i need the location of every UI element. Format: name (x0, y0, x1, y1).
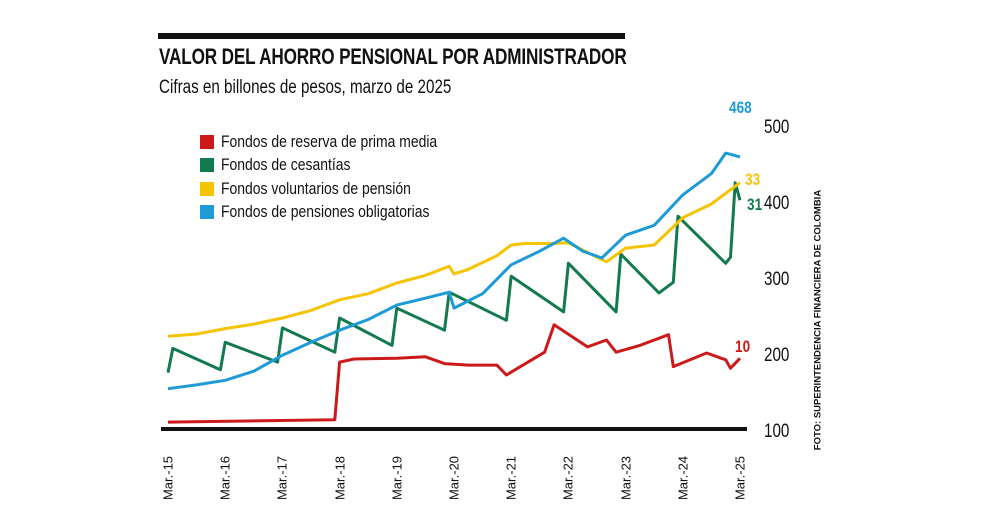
legend-item-reserva: Fondos de reserva de prima media (200, 130, 485, 154)
legend-swatch (200, 158, 214, 173)
legend-item-voluntarios: Fondos voluntarios de pensión (200, 177, 485, 201)
title-rule (158, 33, 625, 39)
legend-swatch (200, 205, 214, 220)
x-tick-label: Mar.-17 (274, 455, 290, 501)
series-line-3 (167, 151, 741, 391)
x-tick-label: Mar.-23 (618, 455, 634, 501)
y-tick-label: 300 (764, 269, 790, 290)
series-line-0 (167, 323, 742, 424)
legend-label: Fondos de cesantías (221, 155, 351, 175)
legend-label: Fondos voluntarios de pensión (221, 178, 411, 198)
x-tick-label: Mar.-25 (732, 455, 748, 501)
x-tick-label: Mar.-24 (675, 455, 691, 501)
x-tick-label: Mar.-19 (389, 455, 405, 501)
legend-label: Fondos de reserva de prima media (221, 131, 438, 151)
x-tick-label: Mar.-18 (332, 455, 348, 501)
legend-swatch (200, 134, 214, 149)
legend-swatch (200, 181, 214, 196)
chart-title: VALOR DEL AHORRO PENSIONAL POR ADMINISTR… (159, 44, 627, 69)
chart-subtitle: Cifras en billones de pesos, marzo de 20… (159, 77, 452, 98)
y-tick-label: 200 (764, 345, 790, 366)
legend-item-obligatorias: Fondos de pensiones obligatorias (200, 201, 485, 225)
end-label-voluntarios: 33 (745, 170, 761, 189)
x-tick-label: Mar.-15 (160, 455, 176, 501)
x-tick-label: Mar.-22 (560, 455, 576, 501)
y-tick-label: 400 (764, 193, 790, 214)
legend-item-cesantias: Fondos de cesantías (200, 154, 485, 178)
legend-label: Fondos de pensiones obligatorias (221, 202, 430, 222)
end-label-reserva: 10 (735, 337, 751, 356)
y-tick-label: 100 (764, 421, 790, 442)
legend: Fondos de reserva de prima media Fondos … (200, 130, 485, 224)
end-label-obligatorias: 468 (729, 98, 752, 117)
x-tick-label: Mar.-20 (446, 455, 462, 501)
series-line-2 (167, 181, 741, 338)
end-label-cesantias: 31 (747, 195, 763, 214)
y-tick-label: 500 (764, 117, 790, 138)
source-note: FOTO: SUPERINTENDENCIA FINANCIERA DE COL… (812, 189, 824, 451)
x-tick-label: Mar.-16 (217, 455, 233, 501)
series-line-1 (166, 181, 742, 373)
x-tick-label: Mar.-21 (503, 455, 519, 501)
